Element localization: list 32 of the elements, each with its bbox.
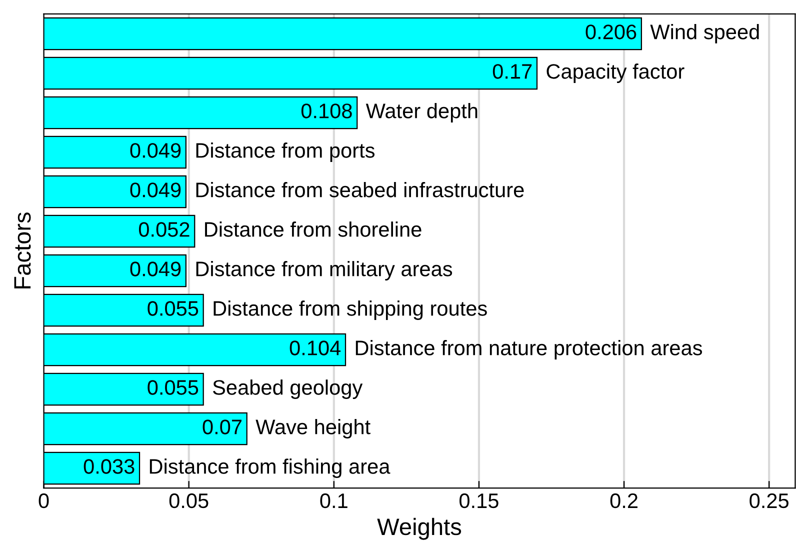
data-label: 0.206 <box>586 24 636 40</box>
data-label: 0.049 <box>130 262 181 276</box>
x-axis-title: Weights <box>377 518 462 540</box>
y-tick-label: Distance from shoreline <box>205 222 422 237</box>
y-tick-label: Wind speed <box>650 24 759 44</box>
x-tick-label: 0 <box>38 493 49 508</box>
y-tick-label: Capacity factor <box>546 64 684 83</box>
y-tick-label: Distance from seabed infrastructure <box>196 182 524 198</box>
data-label: 0.052 <box>138 222 190 237</box>
x-tick-label: 0.05 <box>169 493 208 508</box>
data-label: 0.055 <box>148 380 198 395</box>
y-axis-title: Factors <box>14 212 31 288</box>
data-label: 0.049 <box>130 182 181 198</box>
data-label: 0.055 <box>148 301 198 316</box>
data-label: 0.049 <box>130 143 181 158</box>
data-label: 0.033 <box>84 459 134 474</box>
x-tick-label: 0.25 <box>750 493 788 508</box>
y-tick-label: Seabed geology <box>213 380 363 399</box>
data-label: 0.17 <box>492 64 532 79</box>
data-label: 0.07 <box>202 420 242 434</box>
y-tick-label: Wave height <box>256 419 370 438</box>
y-tick-label: Distance from military areas <box>196 261 452 280</box>
x-tick-label: 0.2 <box>610 493 638 508</box>
data-label: 0.108 <box>301 104 352 118</box>
y-tick-label: Distance from nature protection areas <box>356 340 702 360</box>
y-tick-label: Distance from shipping routes <box>214 300 487 320</box>
data-label: 0.104 <box>290 340 341 356</box>
y-tick-label: Distance from fishing area <box>150 458 390 478</box>
y-tick-label: Distance from ports <box>196 142 375 162</box>
x-tick-label: 0.1 <box>320 493 348 508</box>
x-tick-label: 0.15 <box>460 493 498 508</box>
y-tick-label: Water depth <box>366 103 478 122</box>
